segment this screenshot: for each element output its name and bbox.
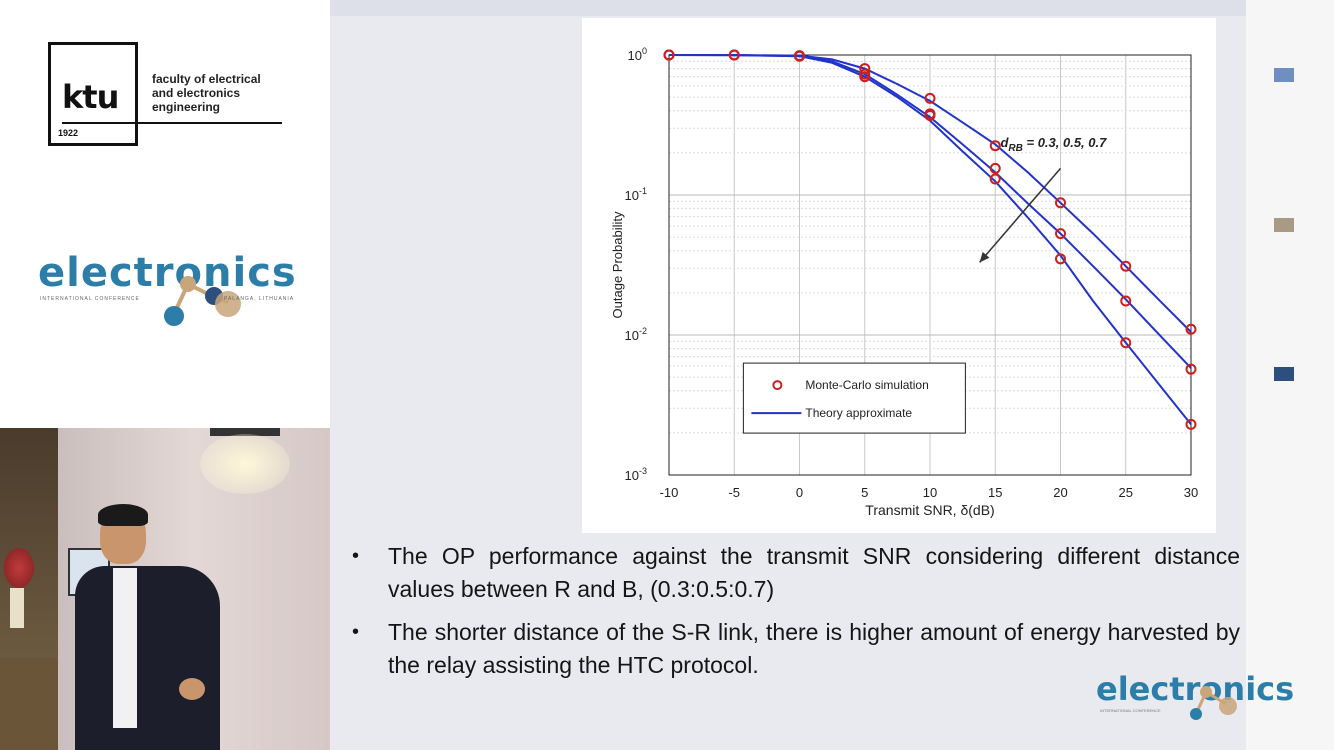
monte-carlo-marker: [1185, 418, 1197, 430]
bullet-item: The OP performance against the transmit …: [350, 540, 1240, 606]
monte-carlo-marker: [794, 50, 805, 62]
chart-ticks: -10 -5 0 5 10 15 20 25 30 10-3 10-2 10-1 100: [625, 46, 1199, 500]
ktu-year: 1922: [58, 128, 79, 138]
left-panel: ktu 1922 faculty of electrical and elect…: [0, 0, 330, 750]
annotation-label-values: = 0.3, 0.5, 0.7: [1023, 135, 1107, 150]
decor-square-3: [1274, 367, 1294, 381]
x-axis-label: Transmit SNR, δ(dB): [865, 502, 994, 518]
conference-sub-right: PALANGA, LITHUANIA: [224, 296, 295, 302]
annotation-label-d: d: [1000, 135, 1009, 150]
monte-carlo-marker: [989, 162, 1001, 174]
monte-carlo-marker: [1055, 197, 1066, 209]
presenter-suit: [75, 566, 220, 750]
x-tick-label: 5: [861, 485, 868, 500]
chart-panel: -10 -5 0 5 10 15 20 25 30 10-3 10-2 10-1 100 Transmi…: [582, 18, 1216, 533]
footer-logo-word: electronics: [1096, 670, 1295, 708]
y-axis-label: Outage Probability: [610, 211, 625, 318]
legend-marker-icon: [772, 380, 783, 391]
video-vase: [10, 588, 24, 628]
x-tick-label: -10: [660, 485, 679, 500]
footer-conference-logo: electronics INTERNATIONAL CONFERENCE: [1096, 670, 1316, 740]
presenter-hair: [98, 504, 148, 526]
outage-probability-chart: -10 -5 0 5 10 15 20 25 30 10-3 10-2 10-1 100 Transmi…: [610, 46, 1199, 518]
video-floor: [0, 658, 58, 750]
video-flowers: [4, 548, 34, 588]
monte-carlo-marker: [1055, 228, 1066, 240]
video-lamp-glow: [200, 434, 290, 494]
chart-legend: Monte-Carlo simulation Theory approximat…: [742, 362, 966, 434]
chart-annotation: dRB = 0.3, 0.5, 0.7: [979, 135, 1107, 263]
slide-top-bar: [330, 0, 1246, 16]
monte-carlo-marker: [1120, 337, 1132, 349]
series-curve: [668, 54, 1192, 426]
annotation-arrow: [979, 167, 1062, 263]
monte-carlo-marker: [1185, 323, 1197, 335]
monte-carlo-marker: [1120, 260, 1132, 272]
annotation-arrowhead: [979, 251, 990, 263]
monte-carlo-marker: [728, 49, 740, 61]
annotation-label-sub: RB: [1008, 143, 1022, 154]
monte-carlo-marker: [1120, 295, 1132, 307]
right-strip: [1246, 0, 1334, 750]
conference-logo: electronics INTERNATIONAL CONFERENCE PAL…: [38, 250, 318, 340]
presenter-shirt: [113, 568, 137, 728]
x-tick-label: 20: [1053, 485, 1067, 500]
plot-frame: [668, 54, 1192, 476]
decor-square-1: [1274, 68, 1294, 82]
ktu-logo: ktu 1922 faculty of electrical and elect…: [48, 42, 288, 152]
monte-carlo-marker: [989, 140, 1001, 152]
footer-molecule-icon: [1190, 686, 1237, 720]
y-tick-label: 10-2: [625, 326, 647, 343]
footer-logo-sub: INTERNATIONAL CONFERENCE: [1100, 708, 1161, 713]
conference-logo-word: electronics: [38, 250, 297, 296]
bullet-item: The shorter distance of the S-R link, th…: [350, 616, 1240, 682]
monte-carlo-marker: [924, 109, 936, 121]
ktu-logo-rule: [62, 122, 282, 124]
y-tick-label: 10-3: [625, 466, 647, 483]
presenter-hand: [179, 678, 205, 700]
monte-carlo-marker: [1185, 363, 1197, 375]
annotation-label: dRB = 0.3, 0.5, 0.7: [1000, 135, 1107, 154]
legend-entry-monte-carlo: Monte-Carlo simulation: [805, 378, 928, 392]
y-tick-label: 10-1: [625, 186, 647, 203]
chart-curves: [668, 54, 1192, 426]
monte-carlo-marker: [989, 173, 1001, 185]
x-tick-label: 25: [1119, 485, 1133, 500]
chart-markers: [663, 49, 1197, 430]
molecule-icon: [164, 276, 241, 326]
monte-carlo-marker: [924, 92, 936, 104]
bullet-list: The OP performance against the transmit …: [350, 540, 1240, 692]
conference-sub-left: INTERNATIONAL CONFERENCE: [40, 296, 140, 302]
monte-carlo-marker: [859, 71, 871, 83]
faculty-name: faculty of electrical and electronics en…: [152, 72, 261, 114]
decor-square-2: [1274, 218, 1294, 232]
x-tick-label: 15: [988, 485, 1002, 500]
monte-carlo-marker: [1055, 253, 1066, 265]
legend-box: [742, 362, 966, 434]
x-tick-label: 30: [1184, 485, 1198, 500]
ktu-logo-text: ktu: [62, 78, 119, 116]
ktu-logo-frame: [48, 42, 138, 146]
presenter-video: [0, 428, 330, 750]
presenter: [75, 504, 225, 750]
x-tick-label: 0: [796, 485, 803, 500]
legend-entry-theory: Theory approximate: [805, 406, 912, 420]
video-lamp: [210, 428, 280, 436]
x-tick-label: -5: [728, 485, 740, 500]
x-tick-label: 10: [923, 485, 937, 500]
monte-carlo-marker: [663, 49, 675, 61]
y-tick-label: 100: [628, 46, 647, 63]
